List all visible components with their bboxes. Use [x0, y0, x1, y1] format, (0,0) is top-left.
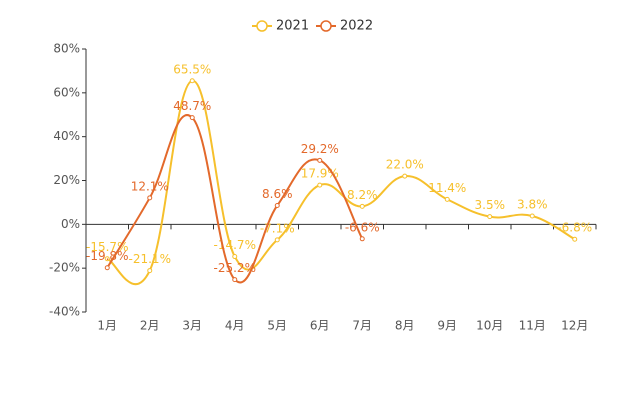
x-tick-label: 2月: [140, 319, 160, 333]
data-point: [444, 196, 450, 202]
data-label: -25.2%: [214, 261, 256, 275]
data-label: 12.1%: [131, 179, 169, 193]
data-point: [147, 268, 153, 274]
data-point: [232, 254, 238, 260]
data-label: 22.0%: [386, 158, 424, 172]
y-tick-label: 40%: [53, 129, 80, 143]
legend-icon: [320, 20, 332, 32]
legend-label: 2022: [340, 19, 373, 34]
y-tick-label: -40%: [49, 305, 80, 319]
data-point: [317, 182, 323, 188]
data-point: [189, 78, 195, 84]
data-label: 8.6%: [262, 187, 293, 201]
x-tick-label: 7月: [352, 319, 372, 333]
data-label: 48.7%: [173, 99, 211, 113]
y-tick-label: 80%: [53, 42, 80, 56]
x-tick-label: 4月: [225, 319, 245, 333]
x-tick-label: 9月: [437, 319, 457, 333]
data-label: 8.2%: [347, 188, 378, 202]
data-point: [317, 157, 323, 163]
data-label: -21.1%: [129, 252, 171, 266]
data-label: -6.8%: [557, 221, 592, 235]
data-point: [274, 202, 280, 208]
data-label: 3.8%: [517, 198, 548, 212]
data-point: [232, 277, 238, 283]
legend-label: 2021: [276, 19, 309, 34]
x-tick-label: 10月: [476, 319, 503, 333]
data-point: [402, 173, 408, 179]
x-tick-label: 8月: [395, 319, 415, 333]
data-label: 3.5%: [475, 198, 506, 212]
data-label: -19.8%: [86, 249, 128, 263]
series-line: [106, 79, 576, 286]
x-tick-label: 5月: [267, 319, 287, 333]
y-tick-label: -20%: [49, 261, 80, 275]
data-label: -14.7%: [214, 238, 256, 252]
data-point: [104, 265, 110, 271]
x-tick-label: 3月: [182, 319, 202, 333]
legend-icon: [256, 20, 268, 32]
y-tick-label: 0%: [61, 217, 80, 231]
x-tick-label: 11月: [519, 319, 546, 333]
data-point: [572, 236, 578, 242]
data-point: [274, 237, 280, 243]
data-label: 29.2%: [301, 142, 339, 156]
data-point: [104, 256, 110, 262]
data-point: [147, 195, 153, 201]
y-tick-label: 60%: [53, 85, 80, 99]
data-label: 11.4%: [428, 181, 466, 195]
x-tick-label: 12月: [561, 319, 588, 333]
data-point: [359, 236, 365, 242]
data-point: [189, 115, 195, 121]
data-point: [529, 213, 535, 219]
data-label: -6.6%: [345, 220, 380, 234]
data-point: [359, 203, 365, 209]
data-label: 65.5%: [173, 62, 211, 76]
x-tick-label: 6月: [310, 319, 330, 333]
x-tick-label: 1月: [97, 319, 117, 333]
y-tick-label: 20%: [53, 173, 80, 187]
data-point: [487, 214, 493, 220]
